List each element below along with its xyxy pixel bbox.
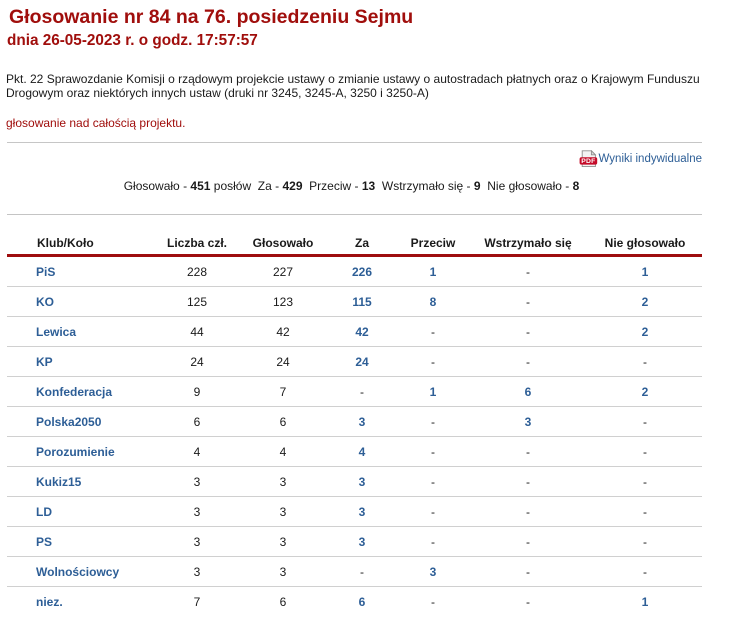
svg-text:PDF: PDF xyxy=(581,158,595,165)
